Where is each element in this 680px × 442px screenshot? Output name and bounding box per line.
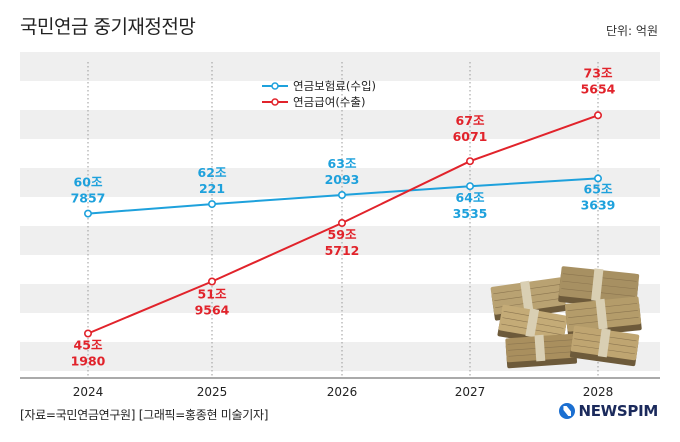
unit-label: 단위: 억원 — [605, 24, 658, 38]
contribution-point — [208, 200, 217, 209]
newspim-logo: NEWSPIM — [559, 402, 658, 420]
grid-band — [20, 226, 660, 255]
grid-band — [20, 52, 660, 81]
benefit-point — [465, 157, 474, 166]
legend-marker — [271, 82, 279, 90]
x-tick-label: 2027 — [455, 385, 486, 399]
benefit-value-label: 59조 5712 — [325, 227, 360, 258]
contribution-value-label: 63조 2093 — [325, 156, 360, 187]
newspim-logo-icon — [559, 403, 576, 419]
contribution-value-label: 65조 3639 — [581, 181, 616, 212]
contribution-value-label: 60조 7857 — [71, 175, 106, 206]
benefit-value-label: 45조 1980 — [71, 338, 106, 369]
benefit-point — [593, 111, 602, 120]
benefit-point — [337, 219, 346, 228]
contribution-point — [84, 209, 93, 218]
benefit-value-label: 73조 5654 — [581, 65, 616, 96]
x-tick-label: 2025 — [197, 385, 228, 399]
chart-title: 국민연금 중기재정전망 — [20, 16, 196, 38]
x-tick-label: 2026 — [327, 385, 358, 399]
benefit-value-label: 51조 9564 — [195, 287, 230, 318]
contribution-value-label: 64조 3535 — [453, 190, 488, 221]
benefit-point — [208, 277, 217, 286]
x-tick-label: 2028 — [583, 385, 614, 399]
legend-label: 연금보험료(수입) — [293, 79, 376, 93]
grid-band — [20, 110, 660, 139]
contribution-value-label: 62조 221 — [198, 165, 227, 196]
legend-marker — [271, 98, 279, 106]
benefit-value-label: 67조 6071 — [453, 113, 488, 144]
x-tick-label: 2024 — [73, 385, 104, 399]
source-credit: [자료=국민연금연구원] [그래픽=홍종현 미술기자] — [20, 408, 269, 422]
newspim-logo-text: NEWSPIM — [578, 402, 658, 420]
contribution-point — [465, 182, 474, 191]
legend-label: 연금급여(수출) — [293, 95, 365, 109]
benefit-point — [84, 329, 93, 338]
contribution-point — [593, 174, 602, 183]
money-stack-illustration — [490, 266, 642, 369]
contribution-point — [337, 191, 346, 200]
